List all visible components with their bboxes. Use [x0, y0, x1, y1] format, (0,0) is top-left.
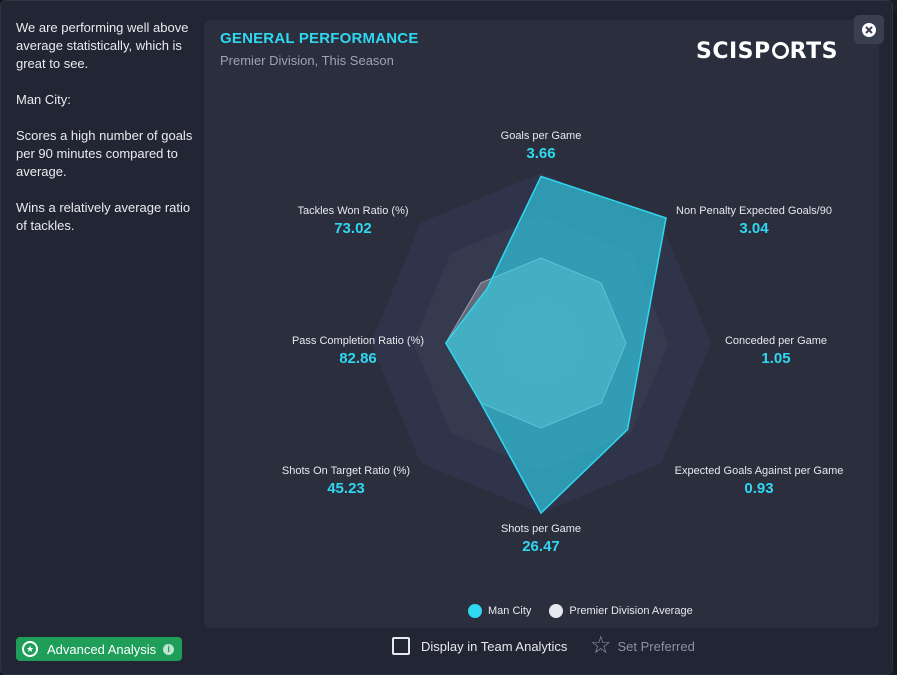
- info-icon[interactable]: i: [163, 643, 175, 655]
- close-icon: [862, 22, 876, 37]
- radar-chart: [371, 173, 711, 515]
- axis-label: Shots per Game: [500, 523, 582, 535]
- axis-label: Pass Completion Ratio (%): [291, 335, 425, 347]
- axis-value: 3.04: [739, 220, 769, 237]
- axis-label: Tackles Won Ratio (%): [297, 205, 409, 217]
- axis-label: Non Penalty Expected Goals/90: [676, 205, 832, 217]
- axis-value: 3.66: [526, 145, 556, 162]
- chart-legend: Man City Premier Division Average: [468, 604, 693, 618]
- legend-label-average: Premier Division Average: [569, 605, 693, 617]
- axis-label: Expected Goals Against per Game: [674, 465, 844, 477]
- insights-text: We are performing well above average sta…: [16, 19, 198, 253]
- axis-label: Conceded per Game: [724, 335, 828, 347]
- display-in-team-analytics-label: Display in Team Analytics: [421, 638, 568, 654]
- general-performance-panel: GENERAL PERFORMANCE Premier Division, Th…: [204, 20, 879, 628]
- axis-value: 26.47: [522, 538, 560, 555]
- legend-label-man-city: Man City: [488, 605, 532, 617]
- logo-text-start: SCISP: [696, 39, 771, 64]
- set-preferred-button[interactable]: ☆ Set Preferred: [590, 632, 695, 659]
- insight-paragraph: Wins a relatively average ratio of tackl…: [16, 200, 191, 233]
- axis-value: 0.93: [744, 480, 774, 497]
- advanced-analysis-label: Advanced Analysis: [47, 641, 157, 657]
- axis-label: Shots On Target Ratio (%): [281, 465, 411, 477]
- logo-text-end: RTS: [789, 39, 838, 64]
- legend-swatch-man-city: [468, 604, 482, 618]
- logo-ring-icon: [771, 42, 789, 59]
- axis-label: Goals per Game: [500, 130, 582, 142]
- star-outline-icon: ☆: [590, 632, 612, 659]
- legend-swatch-average: [549, 604, 564, 618]
- axis-value: 45.23: [327, 480, 365, 497]
- axis-value: 73.02: [334, 220, 372, 237]
- panel-subtitle: Premier Division, This Season: [220, 53, 394, 68]
- display-in-team-analytics-toggle[interactable]: Display in Team Analytics: [392, 637, 567, 655]
- insight-paragraph: Scores a high number of goals per 90 min…: [16, 128, 193, 179]
- set-preferred-label: Set Preferred: [617, 638, 695, 654]
- scisports-logo: SCISP RTS: [696, 39, 838, 64]
- advanced-analysis-button[interactable]: ★ Advanced Analysis i: [16, 637, 182, 661]
- axis-value: 82.86: [339, 350, 377, 367]
- insight-paragraph: Man City:: [16, 92, 71, 107]
- checkbox-icon[interactable]: [392, 637, 410, 655]
- star-circle-icon: ★: [22, 641, 38, 657]
- panel-title: GENERAL PERFORMANCE: [220, 30, 419, 47]
- series-polygon-man-city: [444, 175, 667, 515]
- insight-paragraph: We are performing well above average sta…: [16, 20, 189, 71]
- axis-value: 1.05: [761, 350, 791, 367]
- close-button[interactable]: [854, 15, 884, 44]
